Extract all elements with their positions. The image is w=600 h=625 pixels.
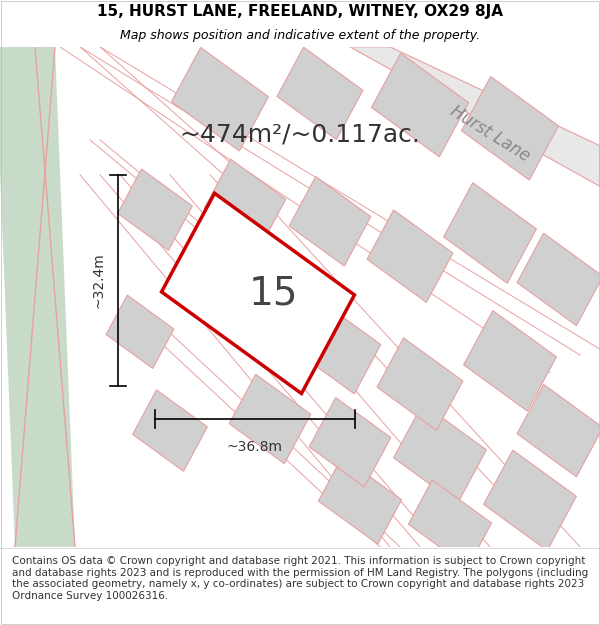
Text: 15: 15 bbox=[248, 274, 298, 312]
Text: Map shows position and indicative extent of the property.: Map shows position and indicative extent… bbox=[120, 29, 480, 42]
Polygon shape bbox=[309, 398, 391, 487]
Polygon shape bbox=[517, 233, 600, 326]
Polygon shape bbox=[118, 169, 193, 251]
Polygon shape bbox=[409, 480, 491, 568]
Polygon shape bbox=[299, 304, 381, 394]
Polygon shape bbox=[172, 48, 268, 151]
Text: 15, HURST LANE, FREELAND, WITNEY, OX29 8JA: 15, HURST LANE, FREELAND, WITNEY, OX29 8… bbox=[97, 4, 503, 19]
Polygon shape bbox=[229, 374, 311, 464]
Polygon shape bbox=[133, 390, 208, 471]
Text: Hurst Lane: Hurst Lane bbox=[447, 102, 533, 166]
Text: ~32.4m: ~32.4m bbox=[92, 253, 106, 309]
Polygon shape bbox=[443, 182, 536, 283]
Polygon shape bbox=[484, 450, 577, 551]
Polygon shape bbox=[0, 47, 75, 547]
Polygon shape bbox=[371, 53, 469, 157]
Polygon shape bbox=[161, 193, 355, 394]
Polygon shape bbox=[461, 76, 559, 180]
Text: ~474m²/~0.117ac.: ~474m²/~0.117ac. bbox=[179, 122, 421, 146]
Polygon shape bbox=[219, 276, 301, 365]
Polygon shape bbox=[464, 311, 556, 411]
Polygon shape bbox=[367, 210, 453, 302]
Polygon shape bbox=[517, 384, 600, 477]
Polygon shape bbox=[350, 47, 600, 186]
Text: Contains OS data © Crown copyright and database right 2021. This information is : Contains OS data © Crown copyright and d… bbox=[12, 556, 588, 601]
Polygon shape bbox=[319, 457, 401, 544]
Text: ~36.8m: ~36.8m bbox=[227, 440, 283, 454]
Polygon shape bbox=[289, 177, 371, 266]
Polygon shape bbox=[106, 295, 174, 368]
Polygon shape bbox=[377, 338, 463, 430]
Polygon shape bbox=[394, 404, 487, 504]
Polygon shape bbox=[277, 47, 363, 139]
Polygon shape bbox=[204, 159, 286, 249]
